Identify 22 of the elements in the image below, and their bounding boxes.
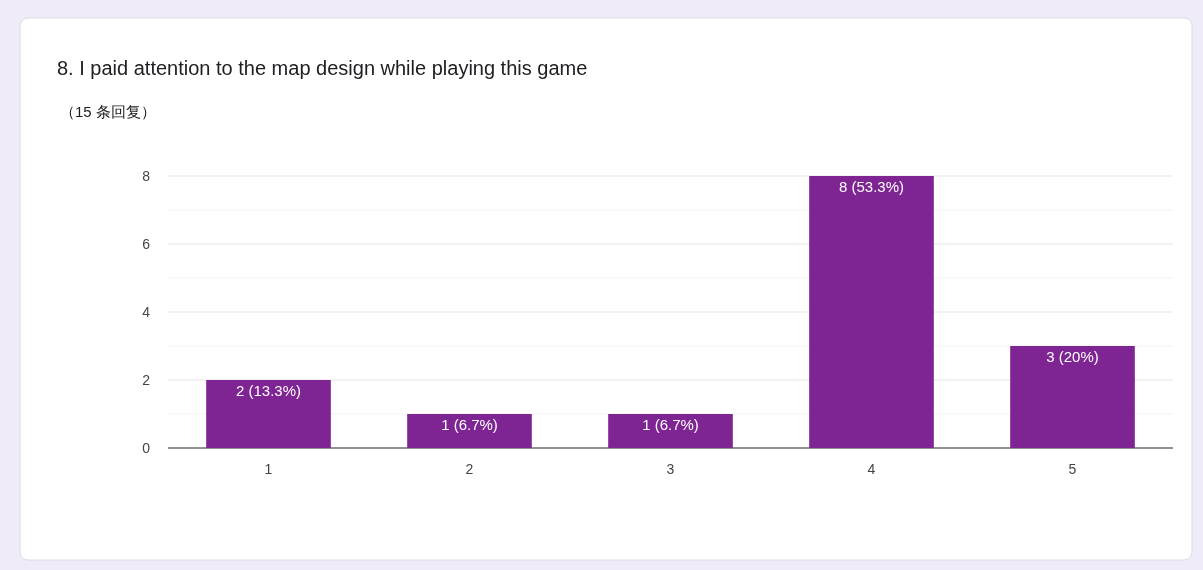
x-tick-label: 3 [666, 461, 675, 477]
y-tick-label: 4 [142, 303, 151, 320]
y-tick-label: 2 [142, 371, 151, 388]
x-tick-label: 4 [867, 461, 876, 477]
bar [407, 414, 532, 448]
data-label: 3 (20%) [1046, 348, 1099, 365]
bar [809, 176, 934, 448]
data-label: 2 (13.3%) [235, 382, 302, 399]
chart-subtitle: （15 条回复） [60, 103, 156, 120]
bar [206, 380, 331, 448]
y-tick-label: 0 [142, 439, 151, 456]
bar [608, 414, 733, 448]
data-label: 8 (53.3%) [838, 178, 905, 195]
y-tick-label: 6 [142, 235, 151, 252]
y-tick-label: 8 [142, 167, 151, 184]
chart-title: 8. I paid attention to the map design while playing this game [57, 57, 588, 79]
x-tick-label: 5 [1068, 461, 1077, 477]
data-label: 1 (6.7%) [441, 416, 498, 433]
x-tick-label: 1 [264, 461, 273, 477]
bar [1010, 346, 1135, 448]
x-tick-label: 2 [465, 461, 474, 477]
data-label: 1 (6.7%) [642, 416, 699, 433]
